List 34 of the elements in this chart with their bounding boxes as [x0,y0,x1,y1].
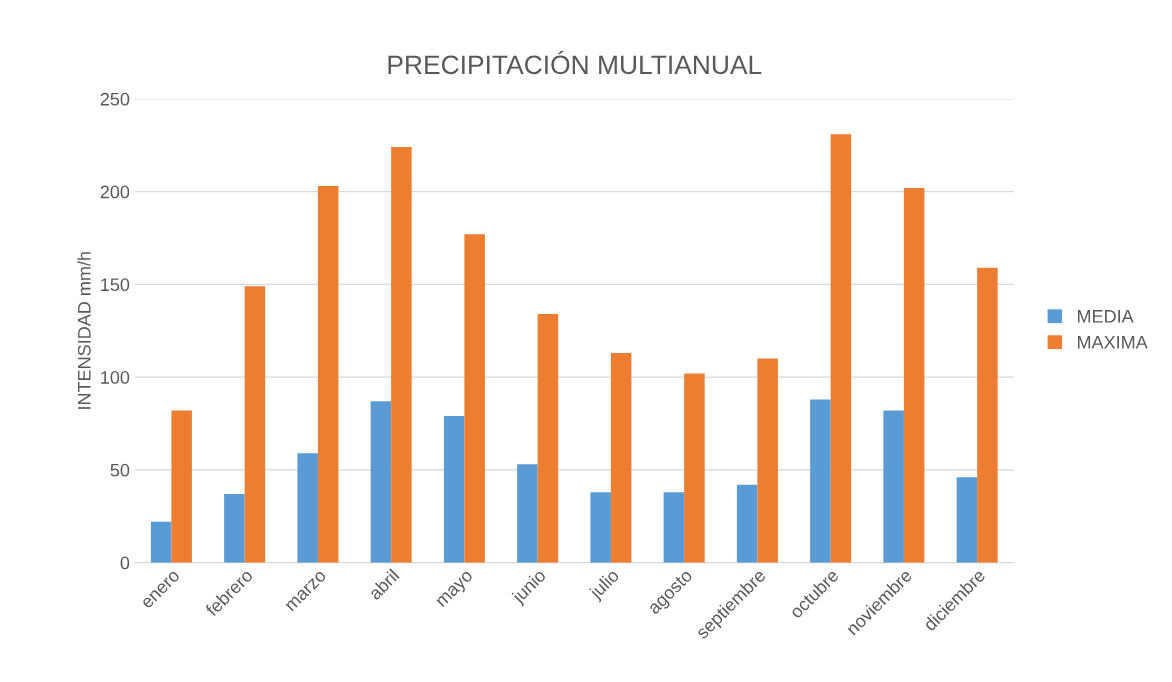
bar [297,453,318,563]
bar [663,492,685,563]
y-axis-title: INTENSIDAD mm/h [77,252,91,409]
bar [830,134,852,563]
bar [317,186,339,563]
bar [684,373,705,563]
y-tick-label: 50 [110,463,130,477]
bar [810,399,831,563]
legend-label: MEDIA [1077,310,1134,323]
bar [370,401,392,563]
bar [590,492,611,563]
bar [224,494,245,563]
bar [883,410,904,563]
y-tick-label: 200 [100,185,130,199]
bar [956,477,978,563]
bar [443,416,465,563]
bar [757,358,778,563]
bar [464,234,485,563]
y-tick-label: 0 [120,556,130,570]
bar [150,521,172,563]
bar [736,484,758,563]
legend-label: MAXIMA [1077,336,1148,349]
bar [517,464,538,563]
bar [171,410,192,563]
bar [244,286,266,563]
bar [977,267,998,563]
bar [610,353,632,563]
y-tick-label: 250 [100,92,130,106]
bar [391,147,412,563]
bar [903,187,925,563]
chart-title: PRECIPITACIÓN MULTIANUAL [388,51,762,75]
y-tick-label: 150 [101,278,130,292]
y-tick-label: 100 [101,371,130,384]
bar [537,314,559,563]
